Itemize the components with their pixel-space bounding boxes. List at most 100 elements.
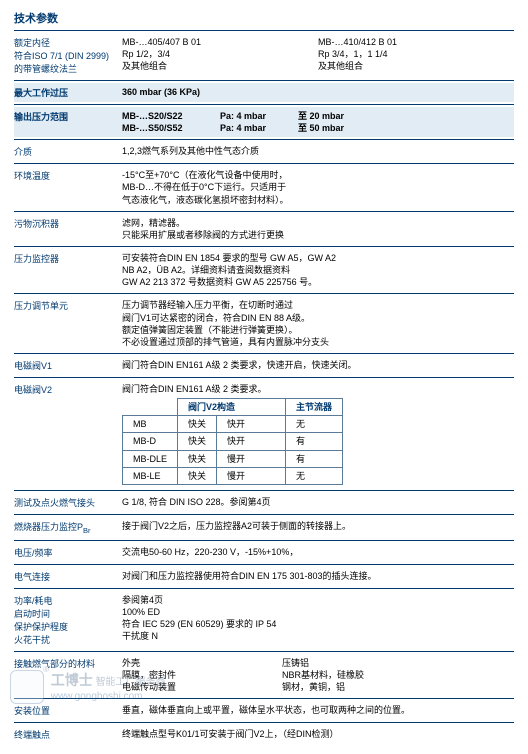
row-solenoid-v1: 电磁阀V1 阀门符合DIN EN161 A级 2 类要求，快速开启，快速关闭。	[14, 356, 514, 375]
value: 阀门符合DIN EN161 A级 2 类要求。	[122, 383, 514, 395]
value: GW A2 213 372 号数据资料 GW A5 225756 号。	[122, 276, 514, 288]
value: 终端触点型号K01/1可安装于阀门V2上，（经DIN检测）	[122, 728, 514, 741]
value: 100% ED	[122, 606, 514, 618]
label: 的带管螺纹法兰	[14, 62, 122, 75]
label: 环境温度	[14, 169, 122, 205]
value: MB-…405/407 B 01	[122, 36, 318, 48]
label: 电压/频率	[14, 546, 122, 559]
label: 介质	[14, 145, 122, 158]
value: G 1/8, 符合 DIN ISO 228。参阅第4页	[122, 496, 514, 509]
td: 慢开	[217, 450, 286, 467]
row-dirt-trap: 污物沉积器 滤网，精滤器。 只能采用扩展或者移除阀的方式进行更换	[14, 214, 514, 244]
value: 阀门符合DIN EN161 A级 2 类要求，快速开启，快速关闭。	[122, 359, 514, 372]
label: 燃烧器压力监控PBr	[14, 520, 122, 535]
row-medium: 介质 1,2,3燃气系列及其他中性气态介质	[14, 142, 514, 161]
wm-url: www.gongboshi.com	[51, 691, 143, 702]
value: 额定值弹簧固定装置（不能进行弹簧更换）。	[122, 324, 514, 336]
value: 360 mbar (36 KPa)	[122, 86, 514, 99]
value: 只能采用扩展或者移除阀的方式进行更换	[122, 229, 514, 241]
label: 额定内径	[14, 36, 122, 49]
value: 至 50 mbar	[298, 122, 344, 134]
td: 无	[286, 467, 343, 484]
row-terminal-contact: 终端触点 终端触点型号K01/1可安装于阀门V2上，（经DIN检测）	[14, 725, 514, 744]
value: 符合 IEC 529 (EN 60529) 要求的 IP 54	[122, 618, 514, 630]
td: 快关	[178, 450, 217, 467]
label: 保护保护程度	[14, 620, 122, 633]
td: MB-LE	[123, 467, 178, 484]
label: 符合ISO 7/1 (DIN 2999)	[14, 49, 122, 62]
label: 污物沉积器	[14, 217, 122, 241]
wm-tag: 智能工厂服务商	[96, 677, 166, 688]
label: 最大工作过压	[14, 86, 122, 99]
td: 无	[286, 416, 343, 433]
value: 钢材，黄铜，铝	[282, 681, 514, 693]
label: 测试及点火燃气接头	[14, 496, 122, 509]
value: 接于阀门V2之后，压力监控器A2可装于侧面的转接器上。	[122, 520, 514, 535]
value: 干扰度 N	[122, 630, 514, 642]
label: 输出压力范围	[14, 110, 122, 134]
row-regulator-unit: 压力调节单元 压力调节器经输入压力平衡，在切断时通过 阀门V1可达紧密的闭合，符…	[14, 296, 514, 351]
table-row: MB-D 快关 快开 有	[123, 433, 343, 450]
label: 电磁阀V2	[14, 383, 122, 485]
label: 电气连接	[14, 570, 122, 583]
wm-brand: 工博士	[51, 672, 93, 688]
row-ambient-temp: 环境温度 -15°C至+70°C（在液化气设备中使用时， MB-D…不得在低于0…	[14, 166, 514, 208]
row-electrical-conn: 电气连接 对阀门和压力监控器使用符合DIN EN 175 301-803的插头连…	[14, 567, 514, 586]
value: MB-…410/412 B 01	[318, 36, 514, 48]
row-nominal-diameter: 额定内径 符合ISO 7/1 (DIN 2999) 的带管螺纹法兰 MB-…40…	[14, 33, 514, 78]
value: 1,2,3燃气系列及其他中性气态介质	[122, 145, 514, 158]
row-pressure-monitor: 压力监控器 可安装符合DIN EN 1854 要求的型号 GW A5，GW A2…	[14, 249, 514, 291]
row-voltage-freq: 电压/频率 交流电50-60 Hz，220-230 V，-15%+10%，	[14, 543, 514, 562]
v2-subtable: 阀门V2构造 主节流器 MB 快关 快开 无 MB-D 快关 快开 有 MB-D…	[122, 398, 343, 485]
label: 启动时间	[14, 607, 122, 620]
td: 快关	[178, 416, 217, 433]
value: 参阅第4页	[122, 594, 514, 606]
value: 不必设置通过顶部的排气管道，具有内置脉冲分支头	[122, 336, 514, 348]
th: 主节流器	[286, 399, 343, 416]
value: MB-…S50/S52	[122, 122, 212, 134]
value: Pa: 4 mbar	[220, 110, 290, 122]
value: NB A2，ÜB A2。详细资料请查阅数据资料	[122, 264, 514, 276]
label-text: 燃烧器压力监控P	[14, 522, 83, 532]
value: 至 20 mbar	[298, 110, 344, 122]
value: MB-…S20/S22	[122, 110, 212, 122]
row-test-ignition: 测试及点火燃气接头 G 1/8, 符合 DIN ISO 228。参阅第4页	[14, 493, 514, 512]
value: Rp 3/4，1，1 1/4	[318, 48, 514, 60]
value: Rp 1/2，3/4	[122, 48, 318, 60]
watermark: 工博士 智能工厂服务商 www.gongboshi.com	[10, 670, 166, 704]
table-row: MB-DLE 快关 慢开 有	[123, 450, 343, 467]
row-max-overpressure: 最大工作过压 360 mbar (36 KPa)	[14, 83, 514, 102]
value: 对阀门和压力监控器使用符合DIN EN 175 301-803的插头连接。	[122, 570, 514, 583]
row-solenoid-v2: 电磁阀V2 阀门符合DIN EN161 A级 2 类要求。 阀门V2构造 主节流…	[14, 380, 514, 488]
table-row: MB-LE 快关 慢开 无	[123, 467, 343, 484]
value: MB-D…不得在低于0°C下运行。只适用于	[122, 181, 514, 193]
td: 慢开	[217, 467, 286, 484]
label: 终端触点	[14, 728, 122, 741]
watermark-logo-icon	[10, 670, 44, 704]
th: 阀门V2构造	[178, 399, 286, 416]
td: MB-D	[123, 433, 178, 450]
value: -15°C至+70°C（在液化气设备中使用时，	[122, 169, 514, 181]
td: MB	[123, 416, 178, 433]
label-sub: Br	[83, 526, 91, 535]
value: 可安装符合DIN EN 1854 要求的型号 GW A5，GW A2	[122, 252, 514, 264]
value: 滤网，精滤器。	[122, 217, 514, 229]
label: 压力监控器	[14, 252, 122, 288]
row-output-pressure: 输出压力范围 MB-…S20/S22 Pa: 4 mbar 至 20 mbar …	[14, 107, 514, 137]
row-power-group: 功率/耗电 启动时间 保护保护程度 火花干扰 参阅第4页 100% ED 符合 …	[14, 591, 514, 649]
value: 交流电50-60 Hz，220-230 V，-15%+10%，	[122, 546, 514, 559]
label: 电磁阀V1	[14, 359, 122, 372]
value: Pa: 4 mbar	[220, 122, 290, 134]
row-burner-pressure: 燃烧器压力监控PBr 接于阀门V2之后，压力监控器A2可装于侧面的转接器上。	[14, 517, 514, 538]
label: 功率/耗电	[14, 594, 122, 607]
value: 外壳	[122, 657, 282, 669]
value: 及其他组合	[122, 60, 318, 72]
tech-params-title: 技术参数	[14, 10, 514, 26]
label: 火花干扰	[14, 633, 122, 646]
label: 安装位置	[14, 704, 122, 717]
table-row: MB 快关 快开 无	[123, 416, 343, 433]
td: MB-DLE	[123, 450, 178, 467]
td: 快开	[217, 433, 286, 450]
td: 快关	[178, 467, 217, 484]
value: NBR基材料，硅橡胶	[282, 669, 514, 681]
